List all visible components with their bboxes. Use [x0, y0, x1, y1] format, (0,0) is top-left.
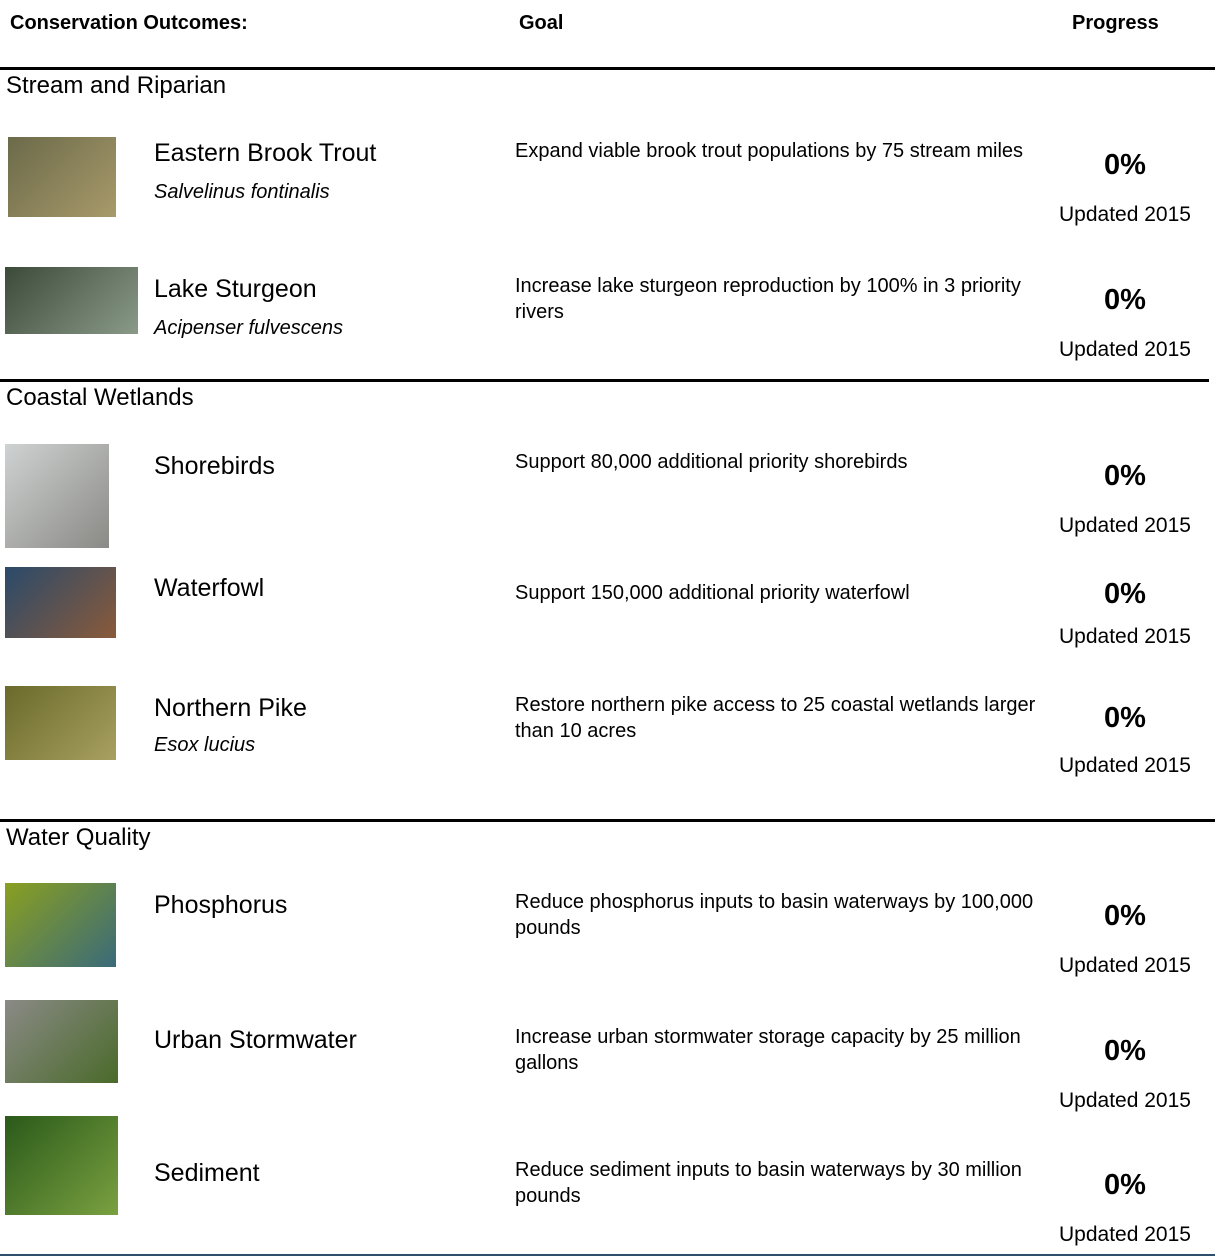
goal-text: Increase lake sturgeon reproduction by 1…	[515, 275, 1021, 323]
progress-value: 0%	[1104, 578, 1146, 610]
section-title: Stream and Riparian	[6, 72, 227, 99]
divider	[0, 1254, 1215, 1256]
updated-label: Updated 2015	[1059, 203, 1191, 226]
progress-value: 0%	[1104, 1035, 1146, 1067]
goal-text: Expand viable brook trout populations by…	[515, 140, 1024, 162]
goal-text: Reduce sediment inputs to basin waterway…	[515, 1159, 1022, 1207]
progress-value: 0%	[1104, 900, 1146, 932]
thumbnail	[5, 267, 138, 334]
updated-label: Updated 2015	[1059, 754, 1191, 777]
outcome-name: Urban Stormwater	[154, 1026, 357, 1054]
divider	[0, 67, 1215, 70]
goal-text: Support 80,000 additional priority shore…	[515, 451, 908, 473]
updated-label: Updated 2015	[1059, 954, 1191, 977]
thumbnail	[8, 137, 116, 217]
scientific-name: Salvelinus fontinalis	[154, 181, 330, 203]
progress-value: 0%	[1104, 1169, 1146, 1201]
updated-label: Updated 2015	[1059, 338, 1191, 361]
outcome-name: Eastern Brook Trout	[154, 139, 377, 167]
section-title: Water Quality	[6, 824, 151, 851]
thumbnail	[5, 686, 116, 760]
updated-label: Updated 2015	[1059, 1089, 1191, 1112]
goal-text: Restore northern pike access to 25 coast…	[515, 694, 1036, 742]
outcome-name: Sediment	[154, 1159, 260, 1187]
outcome-name: Lake Sturgeon	[154, 275, 317, 303]
divider	[0, 819, 1215, 822]
progress-value: 0%	[1104, 460, 1146, 492]
progress-value: 0%	[1104, 284, 1146, 316]
goal-text: Increase urban stormwater storage capaci…	[515, 1026, 1021, 1074]
divider	[0, 379, 1209, 382]
progress-value: 0%	[1104, 149, 1146, 181]
header-goal: Goal	[519, 12, 564, 34]
thumbnail	[5, 567, 116, 638]
section-title: Coastal Wetlands	[6, 384, 194, 411]
updated-label: Updated 2015	[1059, 514, 1191, 537]
header-outcome: Conservation Outcomes:	[10, 12, 248, 34]
thumbnail	[5, 1116, 118, 1215]
thumbnail	[5, 1000, 118, 1083]
outcome-name: Northern Pike	[154, 694, 307, 722]
outcome-name: Waterfowl	[154, 574, 265, 602]
header-progress: Progress	[1072, 12, 1159, 34]
goal-text: Reduce phosphorus inputs to basin waterw…	[515, 891, 1034, 939]
updated-label: Updated 2015	[1059, 1223, 1191, 1246]
scientific-name: Esox lucius	[154, 734, 256, 756]
outcome-name: Phosphorus	[154, 891, 288, 919]
progress-value: 0%	[1104, 702, 1146, 734]
goal-text: Support 150,000 additional priority wate…	[515, 582, 910, 604]
scientific-name: Acipenser fulvescens	[154, 317, 343, 339]
thumbnail	[5, 444, 109, 548]
outcome-name: Shorebirds	[154, 452, 275, 480]
thumbnail	[5, 883, 116, 967]
updated-label: Updated 2015	[1059, 625, 1191, 648]
